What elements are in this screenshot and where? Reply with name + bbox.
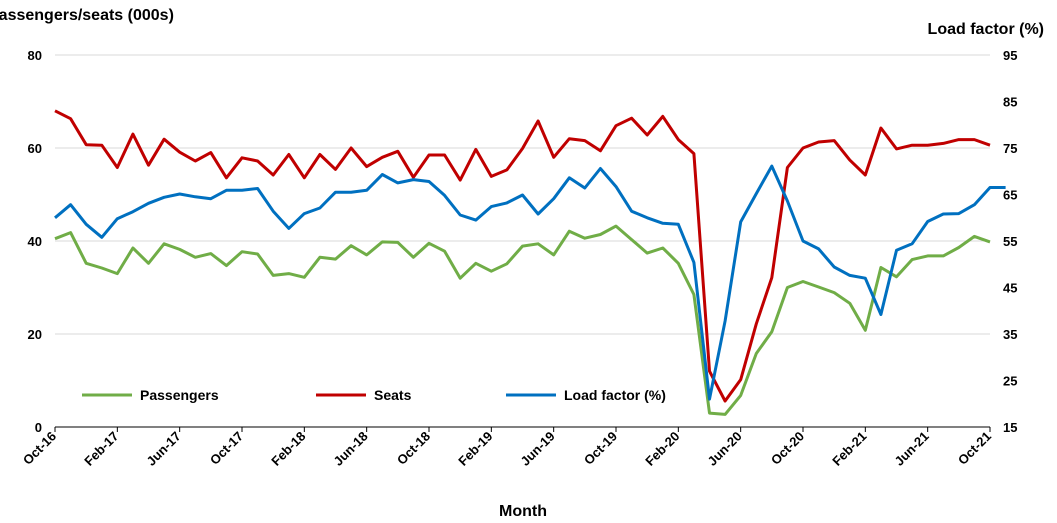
x-tick-label: Feb-19 — [455, 429, 495, 469]
x-tick-label: Jun-21 — [892, 429, 932, 469]
y-left-tick-label: 40 — [28, 234, 42, 249]
x-tick-label: Jun-17 — [144, 429, 184, 469]
x-tick-label: Oct-17 — [207, 429, 246, 468]
y-right-tick-label: 75 — [1003, 141, 1017, 156]
x-tick-label: Oct-19 — [581, 429, 620, 468]
y-right-tick-label: 85 — [1003, 95, 1017, 110]
x-tick-label: Feb-17 — [81, 429, 121, 469]
y-left-tick-label: 80 — [28, 48, 42, 63]
y-right-tick-label: 35 — [1003, 327, 1017, 342]
series-line-load-factor — [54, 164, 1006, 401]
y-right-tick-label: 65 — [1003, 188, 1017, 203]
legend-label: Seats — [374, 387, 412, 403]
x-tick-label: Oct-18 — [394, 429, 433, 468]
y-left-tick-label: 0 — [35, 420, 42, 435]
legend: Passengers Seats Load factor (%) — [82, 387, 666, 403]
x-axis-title: Month — [499, 503, 547, 520]
y-axis-right-ticks: 15 25 35 45 55 65 75 85 95 — [1003, 48, 1017, 435]
x-axis-ticks: Oct-16 Feb-17 Jun-17 Oct-17 Feb-18 Jun-18 Oct-… — [20, 427, 994, 469]
y-axis-left-title: Passengers/seats (000s) — [0, 7, 174, 24]
x-tick-label: Jun-20 — [705, 429, 745, 469]
y-right-tick-label: 25 — [1003, 374, 1017, 389]
y-left-tick-label: 60 — [28, 141, 42, 156]
x-tick-label: Feb-18 — [268, 429, 308, 469]
series-line-passengers — [54, 224, 991, 416]
legend-label: Load factor (%) — [564, 387, 666, 403]
y-right-tick-label: 95 — [1003, 48, 1017, 63]
series-lines — [54, 109, 1006, 416]
x-tick-label: Feb-20 — [642, 429, 682, 469]
y-right-tick-label: 55 — [1003, 234, 1017, 249]
y-right-tick-label: 15 — [1003, 420, 1017, 435]
x-tick-label: Oct-21 — [955, 429, 994, 468]
y-right-tick-label: 45 — [1003, 281, 1017, 296]
x-tick-label: Jun-18 — [331, 429, 371, 469]
x-tick-label: Feb-21 — [829, 429, 869, 469]
x-tick-label: Jun-19 — [518, 429, 558, 469]
legend-label: Passengers — [140, 387, 219, 403]
x-tick-label: Oct-20 — [768, 429, 807, 468]
series-line-seats — [54, 109, 991, 403]
y-axis-left-ticks: 0 20 40 60 80 — [28, 48, 42, 435]
y-left-tick-label: 20 — [28, 327, 42, 342]
y-axis-right-title: Load factor (%) — [928, 21, 1044, 38]
